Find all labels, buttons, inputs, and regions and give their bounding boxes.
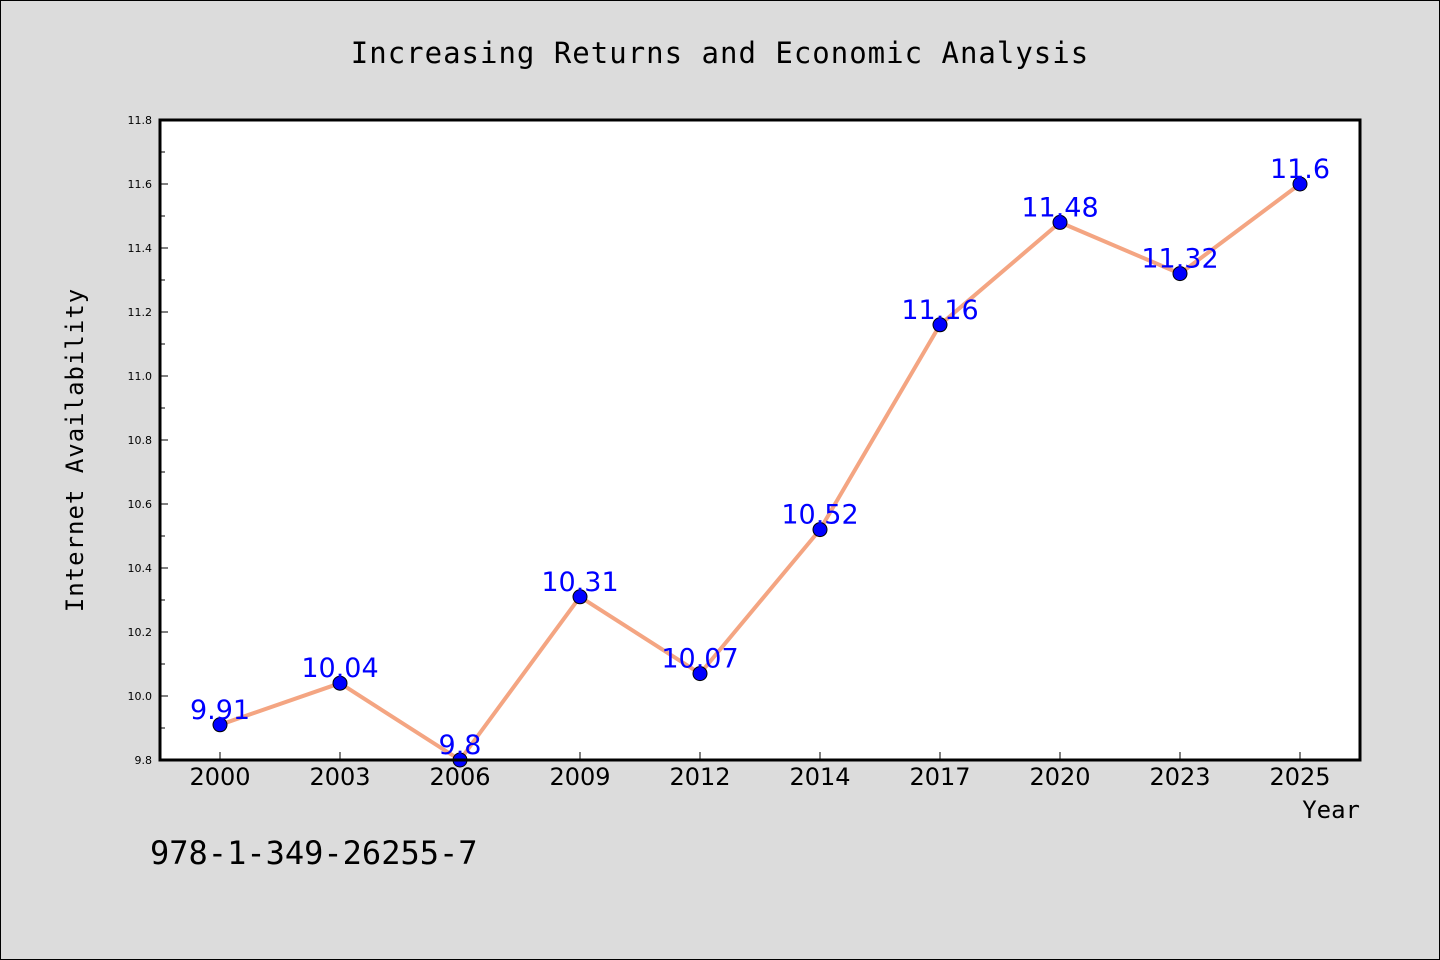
y-tick-label: 9.8	[135, 754, 153, 767]
isbn-text: 978-1-349-26255-7	[150, 834, 478, 872]
data-label: 11.32	[1141, 244, 1218, 275]
x-tick-label: 2014	[789, 763, 850, 791]
data-point	[1172, 266, 1188, 282]
chart-title: Increasing Returns and Economic Analysis	[350, 36, 1090, 70]
data-label: 10.07	[661, 644, 738, 675]
data-label: 11.48	[1021, 192, 1098, 223]
data-labels: 9.91 10.04 9.8 10.31 10.07 10.52 11.16 11.48 11.…	[190, 154, 1330, 761]
y-tick-label: 10.2	[128, 626, 153, 639]
data-point	[812, 522, 828, 538]
data-point	[1052, 214, 1068, 230]
x-axis-ticks: 2000 2003 2006 2009 2012 2014 2017 2020 2023 2025	[189, 752, 1331, 791]
data-label: 10.31	[541, 567, 618, 598]
data-point	[1292, 176, 1308, 192]
y-tick-label: 10.8	[128, 434, 153, 447]
data-label: 10.04	[301, 653, 378, 684]
x-tick-label: 2023	[1149, 763, 1210, 791]
data-label: 9.8	[439, 730, 482, 761]
plot-area	[160, 120, 1360, 760]
x-tick-label: 2006	[429, 763, 490, 791]
x-tick-label: 2025	[1269, 763, 1330, 791]
data-point	[332, 675, 348, 691]
series-line	[218, 182, 1302, 762]
y-tick-label: 11.2	[128, 306, 153, 319]
y-axis-ticks: 9.8 10.0 10.2 10.4 10.6 10.8 11.0 11.2 11.4 11.6 1…	[128, 114, 168, 767]
y-tick-label: 11.0	[128, 370, 153, 383]
x-tick-label: 2012	[669, 763, 730, 791]
plot-border	[158, 118, 1362, 762]
y-tick-label: 11.8	[128, 114, 153, 127]
x-tick-label: 2020	[1029, 763, 1090, 791]
data-label: 9.91	[190, 695, 250, 726]
y-tick-label: 11.4	[128, 242, 153, 255]
data-label: 11.6	[1270, 154, 1330, 185]
x-tick-label: 2009	[549, 763, 610, 791]
x-tick-label: 2003	[309, 763, 370, 791]
data-markers	[212, 176, 1308, 768]
data-label: 10.52	[781, 500, 858, 531]
data-point	[692, 666, 708, 682]
data-point	[212, 717, 228, 733]
data-point	[932, 317, 948, 333]
data-point	[572, 589, 588, 605]
x-tick-label: 2017	[909, 763, 970, 791]
x-tick-label: 2000	[189, 763, 250, 791]
x-axis-label: Year	[1302, 796, 1360, 824]
y-tick-label: 10.4	[128, 562, 153, 575]
y-tick-label: 11.6	[128, 178, 153, 191]
y-tick-label: 10.0	[128, 690, 153, 703]
data-label: 11.16	[901, 295, 978, 326]
y-tick-label: 10.6	[128, 498, 153, 511]
